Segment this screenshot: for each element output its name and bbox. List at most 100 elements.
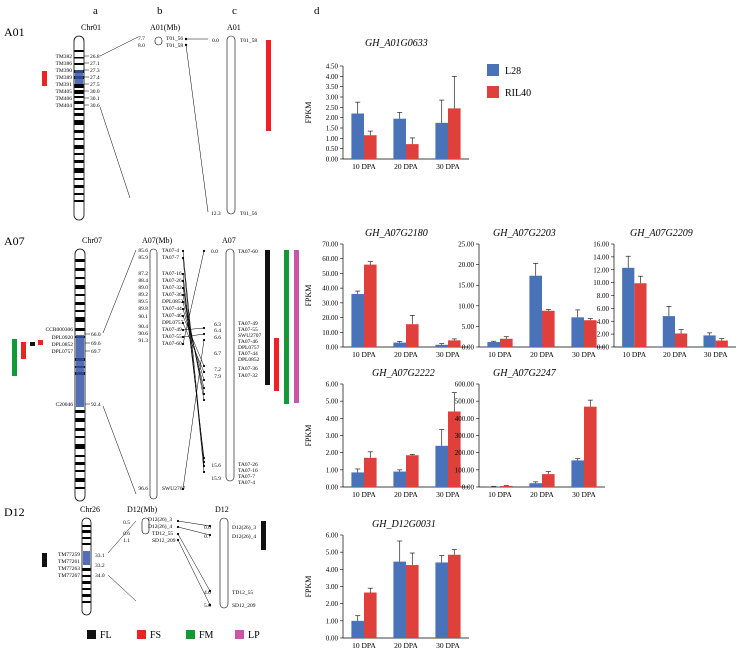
a07-ref-name: TA07-46 — [238, 339, 258, 345]
a01-zoom-line — [99, 36, 139, 57]
d12-mb-name: D12(26)_3 — [148, 516, 172, 523]
d12-marker-names: TM77259 TM77261 TM77263 TM77267 — [58, 552, 80, 579]
a07-mb-name: TA07-49 — [162, 327, 182, 333]
x-tick-label: 10 DPA — [352, 641, 376, 650]
a01-position: 27.1 — [90, 61, 100, 67]
a07-ref-title: A07 — [222, 236, 236, 245]
d12-ref-title: D12 — [215, 505, 229, 514]
y-tick-label: 1.00 — [326, 135, 339, 143]
a07-ref-name: TA07-7 — [238, 474, 255, 480]
a07-mb-pos: 89.8 — [138, 306, 148, 312]
y-tick-label: 5.00 — [326, 398, 339, 406]
bar-l28 — [487, 486, 500, 487]
y-tick-label: 1.00 — [326, 617, 339, 625]
y-tick-label: 0.00 — [326, 344, 339, 352]
a07-mb-chromosome — [149, 248, 158, 500]
a07-mb-name: DPL0852 — [162, 299, 184, 305]
bar-l28 — [351, 472, 364, 487]
y-tick-label: 40.00 — [322, 285, 338, 293]
a07-ref-name: SWU2707 — [238, 333, 261, 339]
d12-ref-name: SD12_209 — [232, 603, 256, 609]
d12-position: 33.1 — [95, 553, 105, 559]
chart-title: GH_A07G2180 — [365, 228, 428, 239]
x-tick-label: 30 DPA — [436, 350, 460, 359]
y-tick-label: 4.00 — [326, 566, 339, 574]
a07-ref-name: TA07-44 — [238, 351, 258, 357]
a01-map: Chr01 TM382 TM386 TM390 TM389 TM391 TM40… — [42, 23, 271, 221]
a07-ref-name: TA07-55 — [238, 327, 258, 333]
expression-charts: GH_A01G0633 0.00 0.50 1.00 1.50 2.00 2.50 3.00 3… — [304, 38, 736, 650]
bar-l28 — [393, 342, 406, 347]
a07-ref-name: DPL0852 — [238, 357, 260, 363]
bar-ril40 — [406, 455, 419, 487]
a07-map: Chr07 CCR000306 DPL0920 DPL0852 DPL0757 … — [12, 236, 299, 502]
a07-marker: DPL0920 — [52, 335, 74, 341]
a07-marker: C20046 — [56, 402, 74, 408]
legend-label-fm: FM — [199, 630, 214, 641]
chart-5: GH_A07G2247 0.00 100.00 200.00 300.00 400.00 5… — [455, 368, 605, 499]
a07-ref-names: TA07-49 TA07-55 SWU2707 TA07-46 DPL0757 … — [238, 321, 261, 486]
a07-qtl-highlight — [76, 335, 84, 407]
y-tick-label: 30.00 — [322, 299, 338, 307]
a01-ref-name: T01_58 — [240, 38, 257, 44]
chart-2: GH_A07G2203 0.00 5.00 10.00 15.00 20.00 25.00 1… — [458, 228, 605, 359]
a07-ref-name: TA07-49 — [238, 321, 258, 327]
panel-letter-c: c — [232, 5, 237, 17]
panel-letter-b: b — [157, 5, 163, 17]
a01-marker-positions: 26.8 27.1 27.3 27.4 27.5 30.0 30.1 30.6 — [90, 54, 100, 109]
a01-ref-pos: 12.3 — [211, 211, 221, 217]
bar-l28 — [435, 344, 448, 347]
d12-marker-positions: 33.1 33.2 34.0 — [95, 553, 105, 579]
bar-l28 — [393, 471, 406, 487]
a07-ref-positions: 6.3 6.4 6.6 6.7 7.2 7.9 15.6 15.9 — [211, 322, 221, 482]
d12-zoom-line — [107, 574, 137, 602]
y-tick-label: 0.00 — [462, 484, 475, 492]
d12-ref-pos: 0.0 — [204, 525, 211, 531]
legend-swatch-fl — [87, 630, 96, 639]
y-tick-label: 100.00 — [455, 466, 475, 474]
a07-position: 69.6 — [91, 341, 101, 347]
y-tick-label: 10.00 — [458, 302, 474, 310]
d12-chromosome — [81, 517, 92, 616]
a07-ref-pos: 6.7 — [214, 351, 221, 357]
chart-title: GH_A07G2209 — [630, 228, 693, 239]
y-tick-label: 0.00 — [462, 344, 475, 352]
d12-marker: TM77259 — [58, 552, 80, 558]
bar-ril40 — [406, 324, 419, 347]
a01-marker: TM386 — [56, 61, 73, 67]
legend-label-fs: FS — [150, 630, 161, 641]
y-axis-label: FPKM — [304, 102, 313, 124]
d12-connector-dots — [176, 519, 212, 607]
a01-connector-dot — [184, 43, 188, 47]
a07-ref-pos: 7.9 — [214, 374, 221, 380]
y-tick-label: 1.00 — [326, 466, 339, 474]
a01-mb-pos: 8.0 — [138, 43, 145, 49]
y-tick-label: 20.00 — [458, 261, 474, 269]
y-tick-label: 0.00 — [326, 484, 339, 492]
d12-ref-name: D12(26)_4 — [232, 533, 256, 540]
a07-mb-name: TA07-32 — [162, 285, 182, 291]
a01-ref-chromosome — [226, 35, 236, 215]
a01-marker-names: TM382 TM386 TM390 TM389 TM391 TM405 TM40… — [56, 54, 73, 109]
y-axis-label: FPKM — [304, 576, 313, 598]
chart-title: GH_D12G0031 — [372, 519, 436, 530]
d12-ref-pos: 5.6 — [204, 603, 211, 609]
a07-mb-names: TA07-4 TA07-7 TA07-16 TA07-26 TA07-32 TA… — [162, 248, 185, 492]
y-tick-label: 4.00 — [326, 73, 339, 81]
a01-position: 27.3 — [90, 68, 100, 74]
x-tick-label: 20 DPA — [530, 350, 554, 359]
bar-l28 — [351, 113, 364, 159]
a07-mb-name: DPL0757 — [162, 320, 184, 326]
a07-marker: DPL0757 — [52, 349, 74, 355]
y-tick-label: 4.00 — [326, 415, 339, 423]
d12-ref-pos: 4.6 — [204, 590, 211, 596]
d12-mb-positions: 0.5 0.6 1.1 — [123, 520, 130, 544]
y-tick-label: 10.00 — [593, 279, 609, 287]
d12-chr-bands — [82, 525, 91, 603]
a01-ref-pos: 0.0 — [212, 38, 219, 44]
y-tick-label: 6.00 — [326, 381, 339, 389]
a07-marker-names: CCR000306 DPL0920 DPL0852 DPL0757 C20046 — [45, 327, 73, 408]
bar-ril40 — [406, 144, 419, 159]
y-tick-label: 4.50 — [326, 63, 339, 71]
